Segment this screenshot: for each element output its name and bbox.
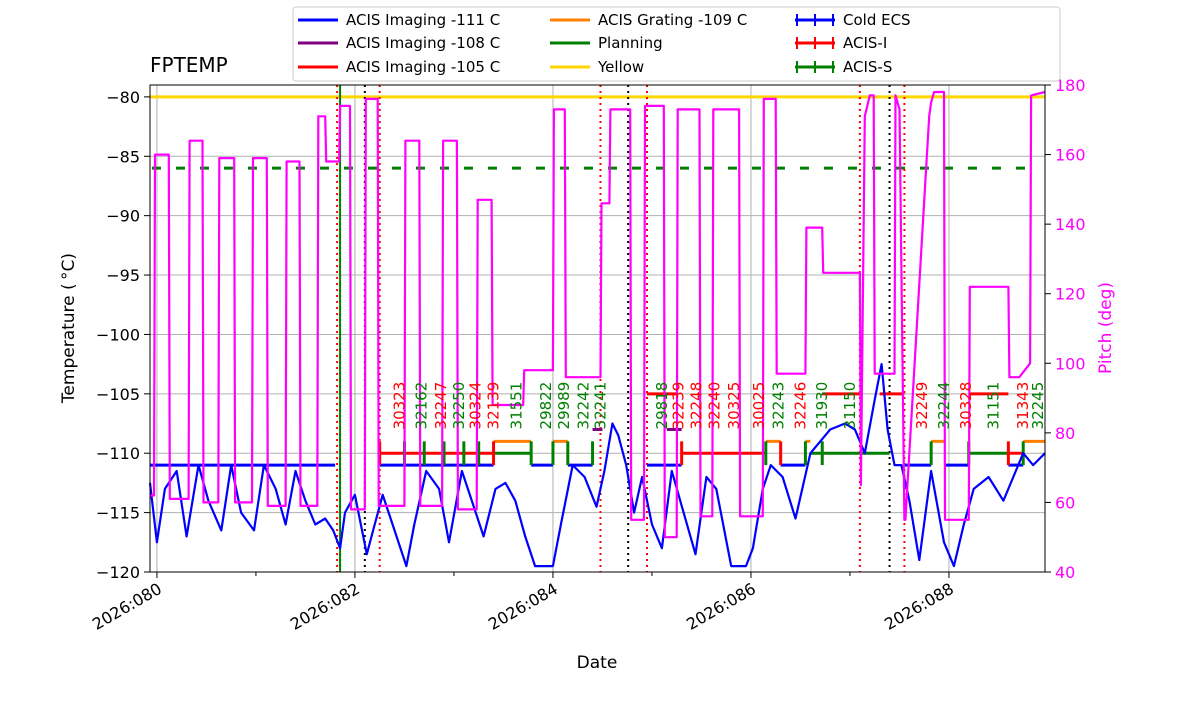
x-axis-label: Date [577,653,618,673]
obsid-label: 30325 [725,382,743,430]
y2-tick-label: 160 [1055,146,1086,165]
y-tick-label: −100 [96,325,140,344]
legend-box [292,6,1061,82]
legend-label: ACIS Imaging -111 C [346,11,500,29]
y2-tick-label: 60 [1055,493,1075,512]
obsid-label: 29989 [555,382,573,430]
legend-label: ACIS-S [843,58,892,76]
obsid-label: 32243 [770,382,788,430]
y2-axis-label: Pitch (deg) [1096,282,1116,374]
y-axis-left: −120 −115 −110 −105 −100 −95 −90 −85 −80 [96,88,150,582]
legend-label: ACIS-I [843,34,887,52]
obsid-label: 32247 [432,382,450,430]
obsid-label: 32242 [575,382,593,430]
y-axis-label: Temperature ( °C) [59,253,79,404]
y-tick-label: −95 [106,266,140,285]
obsid-label: 32248 [688,382,706,430]
obsid-label: 30328 [957,382,975,430]
y-tick-label: −120 [96,563,140,582]
chart-title: FPTEMP [150,53,228,77]
legend-label: Cold ECS [843,11,911,29]
legend-label: Yellow [597,58,644,76]
y2-tick-label: 180 [1055,76,1086,95]
y-tick-label: −105 [96,385,140,404]
legend-label: ACIS Imaging -108 C [346,34,500,52]
obsid-label: 30324 [467,382,485,430]
obsid-label: 32239 [670,382,688,430]
obsid-label: 32250 [450,382,468,430]
obsid-label: 30025 [750,382,768,430]
y-tick-label: −85 [106,147,140,166]
y-axis-right: 40 60 80 100 120 140 160 180 [1045,76,1086,582]
obsid-label: 31151 [985,382,1003,430]
obsid-label: 32249 [913,382,931,430]
legend-label: Planning [598,34,663,52]
x-tick-label: 2026:084 [485,579,561,634]
y2-tick-label: 140 [1055,215,1086,234]
data-series [148,90,1046,568]
obsid-label: 29818 [653,382,671,430]
x-tick-label: 2026:082 [287,579,363,634]
obsid-label: 32139 [485,382,503,430]
reference-lines [150,95,1045,170]
series-fptemp [148,363,1046,568]
obsid-label: 32246 [792,382,810,430]
series-pitch [150,90,1046,539]
y2-tick-label: 100 [1055,354,1086,373]
obsid-label: 32162 [412,382,430,430]
obsid-label: 31343 [1014,382,1032,430]
y-tick-label: −90 [106,207,140,226]
vertical-marker-lines [336,85,906,572]
state-segments [150,392,1045,467]
obsid-label: 32241 [592,382,610,430]
obsid-label: 31551 [507,382,525,430]
obsid-label: 32244 [935,382,953,430]
y-tick-label: −110 [96,444,140,463]
x-tick-label: 2026:088 [881,579,957,634]
y-tick-label: −115 [96,504,140,523]
obsid-label: 31930 [813,382,831,430]
legend-label: ACIS Imaging -105 C [346,58,500,76]
legend: ACIS Imaging -111 C ACIS Imaging -108 C AC… [292,6,1061,82]
y2-tick-label: 120 [1055,285,1086,304]
y2-tick-label: 40 [1055,563,1075,582]
obsid-label: 29822 [537,382,555,430]
x-axis: 2026:080 2026:082 2026:084 2026:086 2026:088 [89,572,957,634]
obsid-label: 31150 [841,382,859,430]
obsid-label: 30323 [391,382,409,430]
y-tick-label: −80 [106,88,140,107]
y2-tick-label: 80 [1055,424,1075,443]
plot-frame [149,84,1046,573]
x-tick-label: 2026:086 [683,579,759,634]
obsid-label: 32240 [705,382,723,430]
legend-label: ACIS Grating -109 C [598,11,747,29]
x-tick-label: 2026:080 [89,579,165,634]
obsid-label: 32245 [1029,382,1047,430]
